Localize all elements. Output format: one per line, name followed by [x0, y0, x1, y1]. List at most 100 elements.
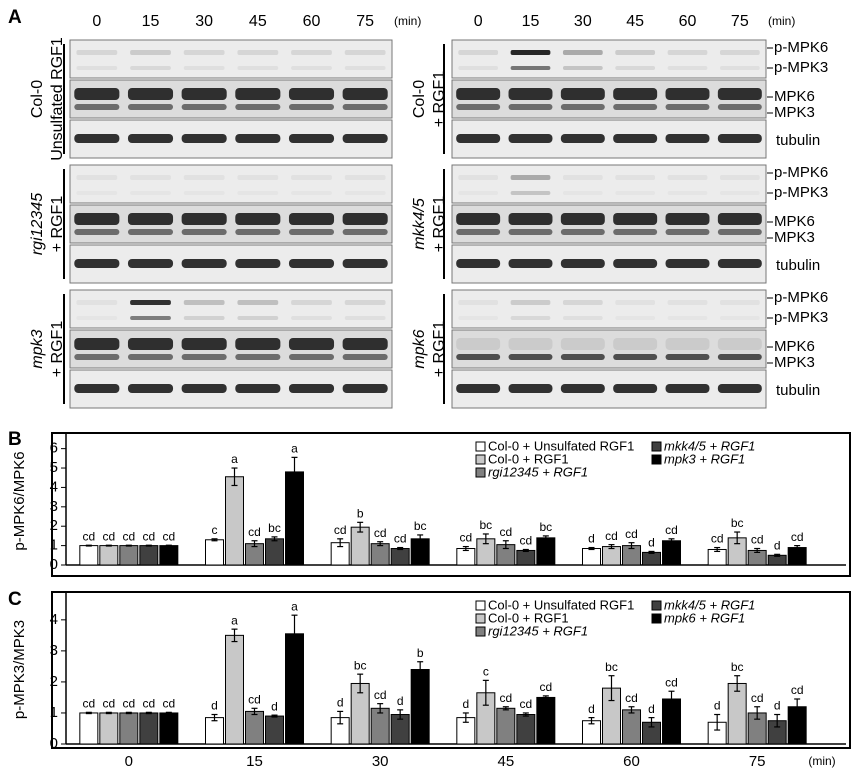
- bar: [390, 548, 410, 566]
- y-tick-label: 5: [50, 459, 58, 476]
- band-label: p-MPK3: [774, 184, 828, 201]
- significance-label: d: [774, 539, 781, 553]
- band: [181, 88, 227, 100]
- error-bar: [648, 717, 655, 728]
- band: [665, 259, 710, 268]
- error-bar: [271, 536, 278, 542]
- significance-label: cd: [751, 533, 764, 547]
- band: [130, 316, 171, 320]
- band: [560, 88, 605, 100]
- blot-strip: [451, 119, 767, 159]
- significance-label: d: [648, 536, 655, 550]
- band: [717, 259, 762, 268]
- error-bar: [377, 703, 384, 714]
- band: [717, 88, 762, 100]
- band: [508, 338, 553, 350]
- significance-label: a: [291, 442, 298, 456]
- band: [74, 384, 120, 393]
- significance-label: cd: [459, 531, 472, 545]
- legend-swatch: [475, 467, 486, 478]
- error-bar: [734, 531, 741, 545]
- error-bar: [417, 534, 424, 544]
- error-bar: [794, 698, 801, 716]
- y-tick-label: 1: [50, 537, 58, 554]
- legend-swatch: [651, 441, 662, 452]
- band: [563, 191, 603, 195]
- band: [181, 354, 227, 360]
- bar: [139, 545, 159, 566]
- legend-swatch: [475, 454, 486, 465]
- error-bar: [628, 706, 635, 714]
- blot-strip: [451, 369, 767, 409]
- y-tick-label: 0: [50, 735, 58, 752]
- y-tick-label: 3: [50, 498, 58, 515]
- error-bar: [794, 545, 801, 551]
- band: [717, 134, 762, 143]
- significance-label: c: [483, 665, 489, 679]
- y-tick-label: 6: [50, 440, 58, 457]
- significance-label: cd: [142, 697, 155, 711]
- error-bar: [668, 538, 675, 544]
- error-bar: [291, 456, 298, 488]
- band: [235, 384, 281, 393]
- band: [613, 213, 658, 225]
- band: [613, 384, 658, 393]
- band: [613, 354, 658, 360]
- significance-label: bc: [731, 516, 744, 530]
- band-label: p-MPK3: [774, 309, 828, 326]
- error-bar: [502, 706, 509, 711]
- significance-label: bc: [605, 660, 618, 674]
- band: [183, 316, 225, 320]
- plot-frame: [51, 432, 851, 577]
- time-label: 15: [522, 13, 540, 30]
- significance-label: a: [231, 613, 238, 627]
- y-tick-label: 1: [50, 704, 58, 721]
- bar: [370, 707, 390, 745]
- significance-label: cd: [791, 530, 804, 544]
- error-bar: [648, 550, 655, 554]
- band: [613, 229, 658, 235]
- band: [181, 338, 227, 350]
- band: [665, 104, 710, 110]
- legend-swatch: [475, 441, 486, 452]
- error-bar: [211, 538, 218, 542]
- band: [456, 229, 501, 235]
- error-bar: [337, 710, 344, 725]
- band: [127, 259, 174, 268]
- panel-label: C: [8, 589, 22, 610]
- error-bar: [462, 545, 469, 552]
- error-bar: [628, 542, 635, 550]
- band: [237, 66, 279, 70]
- legend-label: rgi12345 + RGF1: [488, 464, 588, 479]
- error-bar: [482, 679, 489, 706]
- band: [717, 338, 762, 350]
- time-label: 60: [303, 13, 321, 30]
- significance-label: cd: [374, 526, 387, 540]
- bar: [496, 707, 516, 745]
- error-bar: [211, 713, 218, 722]
- band: [508, 213, 553, 225]
- band: [562, 50, 603, 55]
- time-unit: (min): [394, 14, 421, 28]
- error-bar: [588, 546, 595, 551]
- band: [560, 213, 605, 225]
- significance-label: d: [648, 702, 655, 716]
- error-bar: [774, 713, 781, 728]
- legend-label: mpk6 + RGF1: [664, 610, 745, 625]
- significance-label: d: [397, 694, 404, 708]
- band: [342, 134, 388, 143]
- band: [562, 300, 603, 305]
- band: [76, 66, 118, 70]
- x-tick-label: 0: [125, 753, 133, 770]
- band: [183, 175, 225, 180]
- significance-label: cd: [162, 529, 175, 543]
- band: [130, 300, 171, 305]
- band: [508, 104, 553, 110]
- band-label: MPK6: [774, 213, 815, 230]
- x-tick-label: 45: [497, 753, 514, 770]
- error-bar: [608, 544, 615, 550]
- legend-swatch: [475, 613, 486, 624]
- band: [235, 104, 281, 110]
- band: [76, 300, 118, 305]
